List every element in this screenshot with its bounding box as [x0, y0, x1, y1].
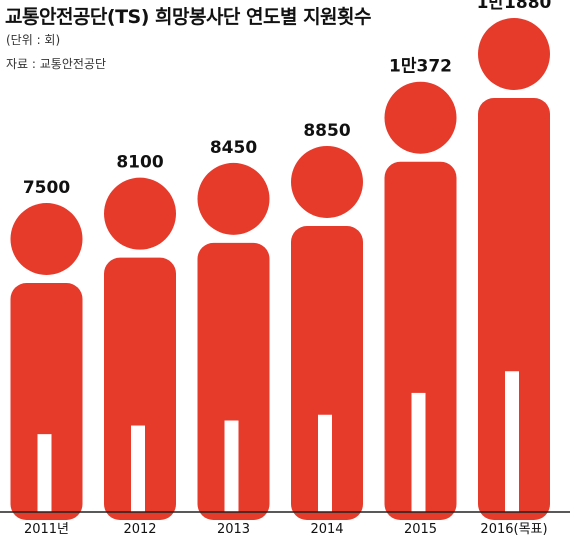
figure-leg-gap	[131, 425, 145, 512]
figure-leg-gap	[224, 420, 239, 512]
figure-leg-gap	[318, 414, 332, 512]
value-label: 8850	[303, 121, 350, 141]
figure-head	[104, 177, 176, 250]
figure-head	[10, 203, 83, 275]
figure-body	[291, 225, 363, 521]
category-label: 2013	[217, 522, 250, 537]
chart-title: 교통안전공단(TS) 희망봉사단 연도별 지원횟수	[5, 6, 372, 28]
unit-label: (단위 : 회)	[6, 33, 61, 47]
value-label: 1만1880	[477, 0, 552, 13]
figure-body	[10, 283, 83, 520]
figure-group	[10, 18, 550, 521]
label-group: 7500 2011년 8100 2012 8450 2013 8850 2014 1만372 20…	[23, 0, 552, 537]
source-label: 자료 : 교통안전공단	[6, 57, 106, 71]
figure-head	[384, 81, 457, 154]
figure-body	[478, 98, 550, 520]
figure-leg-gap	[37, 434, 52, 512]
figure-leg-gap	[505, 371, 519, 512]
value-label: 8450	[210, 138, 257, 158]
category-label: 2014	[310, 522, 343, 537]
figure-head	[291, 145, 363, 218]
value-label: 8100	[116, 153, 163, 173]
figure-body	[384, 161, 457, 520]
figure-head	[197, 162, 270, 235]
figure-leg-gap	[411, 392, 426, 512]
category-label: 2015	[404, 522, 437, 537]
figure-body	[197, 242, 270, 520]
figure-head	[478, 18, 550, 90]
value-label: 7500	[23, 178, 70, 198]
category-label: 2012	[123, 522, 156, 537]
value-label: 1만372	[389, 57, 452, 77]
figure-body	[104, 257, 176, 520]
category-label: 2016(목표)	[480, 522, 547, 537]
category-label: 2011년	[24, 522, 69, 537]
